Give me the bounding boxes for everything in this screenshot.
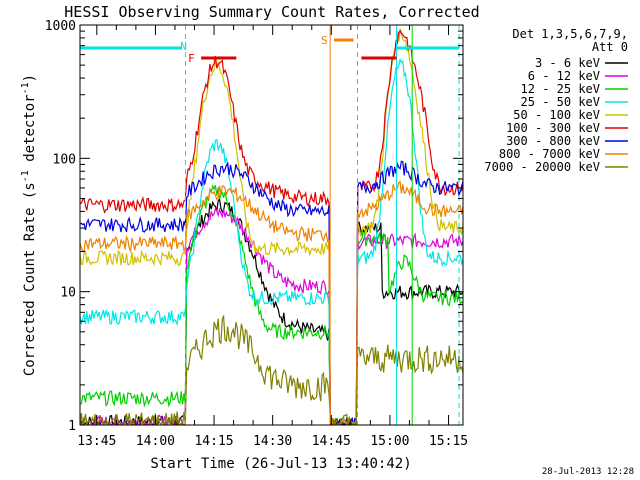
- legend-label: 25 - 50 keV: [521, 95, 600, 109]
- y-axis: 1 10 100 1000: [45, 19, 463, 434]
- legend-att: Att 0: [592, 40, 628, 54]
- series-line: [80, 206, 463, 425]
- series-line: [80, 314, 463, 425]
- x-tick-label: 15:15: [429, 434, 468, 449]
- legend-label: 6 - 12 keV: [528, 69, 600, 83]
- y-tick-label: 100: [53, 152, 76, 167]
- x-tick-label: 14:15: [194, 434, 233, 449]
- series-line: [80, 160, 463, 425]
- chart-title: HESSI Observing Summary Count Rates, Cor…: [64, 3, 479, 21]
- x-tick-label: 14:30: [253, 434, 292, 449]
- flag-label: S: [321, 34, 328, 47]
- series-line: [80, 197, 463, 425]
- y-axis-label: Corrected Count Rate (s-1 detector-1): [20, 74, 38, 376]
- legend-label: 3 - 6 keV: [535, 56, 600, 70]
- series-line: [80, 28, 463, 425]
- x-tick-label: 13:45: [77, 434, 116, 449]
- legend-label: 100 - 300 keV: [506, 121, 600, 135]
- y-tick-label: 1000: [45, 19, 76, 34]
- flag-bars: NF S: [80, 34, 460, 65]
- legend-label: 7000 - 20000 keV: [484, 160, 600, 174]
- x-tick-label: 15:00: [370, 434, 409, 449]
- y-tick-label: 10: [60, 286, 76, 301]
- series-line: [80, 57, 463, 425]
- x-axis: 13:45 14:00 14:15 14:30 14:45 15:00 15:15: [77, 25, 468, 449]
- footer-timestamp: 28-Jul-2013 12:28: [542, 467, 634, 477]
- legend-label: 50 - 100 keV: [513, 108, 600, 122]
- series-line: [80, 180, 463, 425]
- data-series-group: [80, 28, 463, 425]
- x-tick-label: 14:00: [136, 434, 175, 449]
- legend-label: 12 - 25 keV: [521, 82, 600, 96]
- attenuator-markers: [185, 25, 460, 425]
- flag-label: F: [188, 52, 195, 65]
- legend-title: Det 1,3,5,6,7,9,: [512, 27, 628, 41]
- series-line: [80, 29, 463, 425]
- flag-label: N: [180, 40, 187, 53]
- x-axis-label: Start Time (26-Jul-13 13:40:42): [150, 456, 411, 472]
- series-line: [80, 184, 463, 425]
- plot-frame: [79, 24, 464, 426]
- x-tick-label: 14:45: [312, 434, 351, 449]
- legend-label: 800 - 7000 keV: [499, 147, 600, 161]
- legend-label: 300 - 800 keV: [506, 134, 600, 148]
- y-tick-label: 1: [68, 419, 76, 434]
